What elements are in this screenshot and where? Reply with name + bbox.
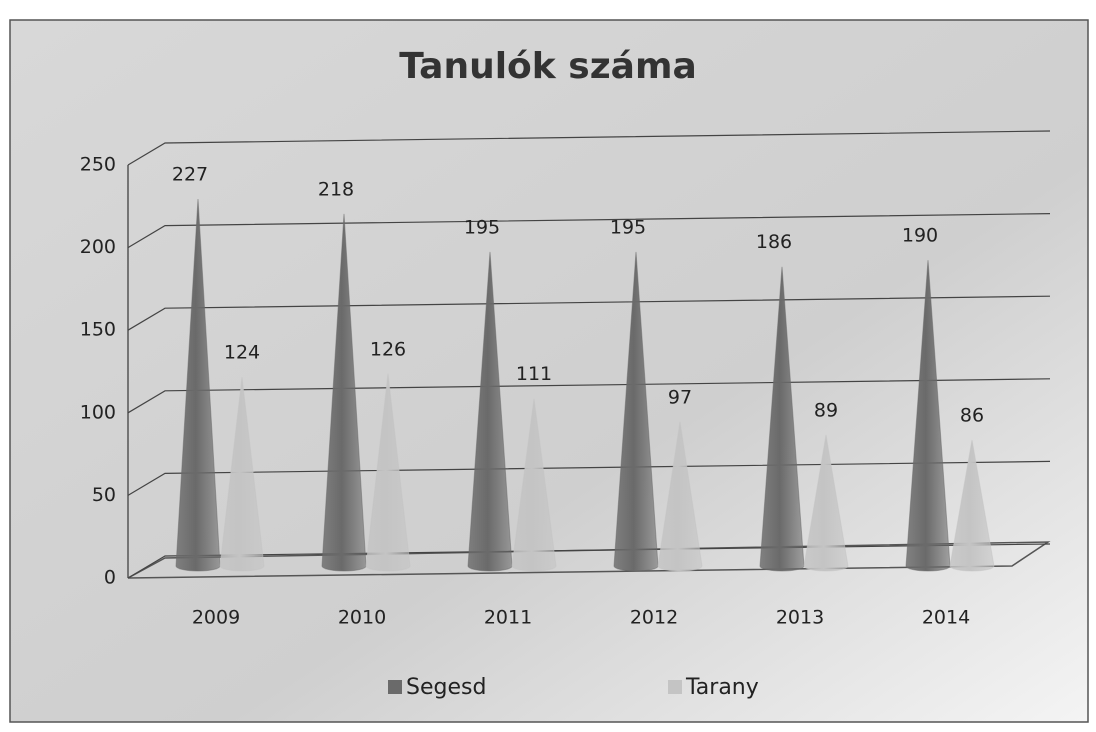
y-tick-label: 100 (80, 401, 116, 423)
legend-swatch (388, 680, 402, 694)
grid-line (127, 295, 1051, 331)
legend-label: Segesd (406, 675, 486, 700)
cone (365, 373, 411, 572)
legend-swatch (668, 680, 682, 694)
legend-label: Tarany (685, 675, 759, 700)
grid-line (127, 543, 1051, 579)
y-tick-label: 200 (80, 236, 116, 258)
x-tick-label: 2011 (484, 607, 532, 629)
data-label: 186 (756, 231, 792, 253)
x-tick-label: 2013 (776, 607, 824, 629)
data-label: 227 (172, 163, 208, 185)
data-label: 195 (610, 216, 646, 238)
data-label: 190 (902, 225, 938, 247)
data-label: 89 (814, 399, 838, 421)
data-label: 195 (464, 216, 500, 238)
y-tick-label: 0 (104, 567, 116, 589)
cone (219, 377, 265, 572)
data-label: 86 (960, 404, 984, 426)
cone (803, 434, 849, 572)
data-label: 218 (318, 178, 354, 200)
cone (949, 439, 995, 572)
cone (657, 421, 703, 572)
x-tick-label: 2010 (338, 607, 386, 629)
chart-title: Tanulók száma (399, 46, 697, 87)
x-tick-label: 2009 (192, 607, 240, 629)
data-label: 126 (370, 338, 406, 360)
grid-line (127, 460, 1051, 496)
x-tick-label: 2012 (630, 607, 678, 629)
data-label: 111 (516, 363, 552, 385)
grid-line (127, 378, 1051, 414)
cone (511, 398, 557, 572)
data-label: 97 (668, 386, 692, 408)
grid-line (127, 213, 1051, 249)
y-tick-label: 150 (80, 319, 116, 341)
data-label: 124 (224, 342, 260, 364)
y-tick-label: 250 (80, 154, 116, 176)
x-tick-label: 2014 (922, 607, 970, 629)
grid-line (127, 130, 1051, 166)
y-tick-label: 50 (92, 484, 116, 506)
floor (127, 541, 1051, 579)
